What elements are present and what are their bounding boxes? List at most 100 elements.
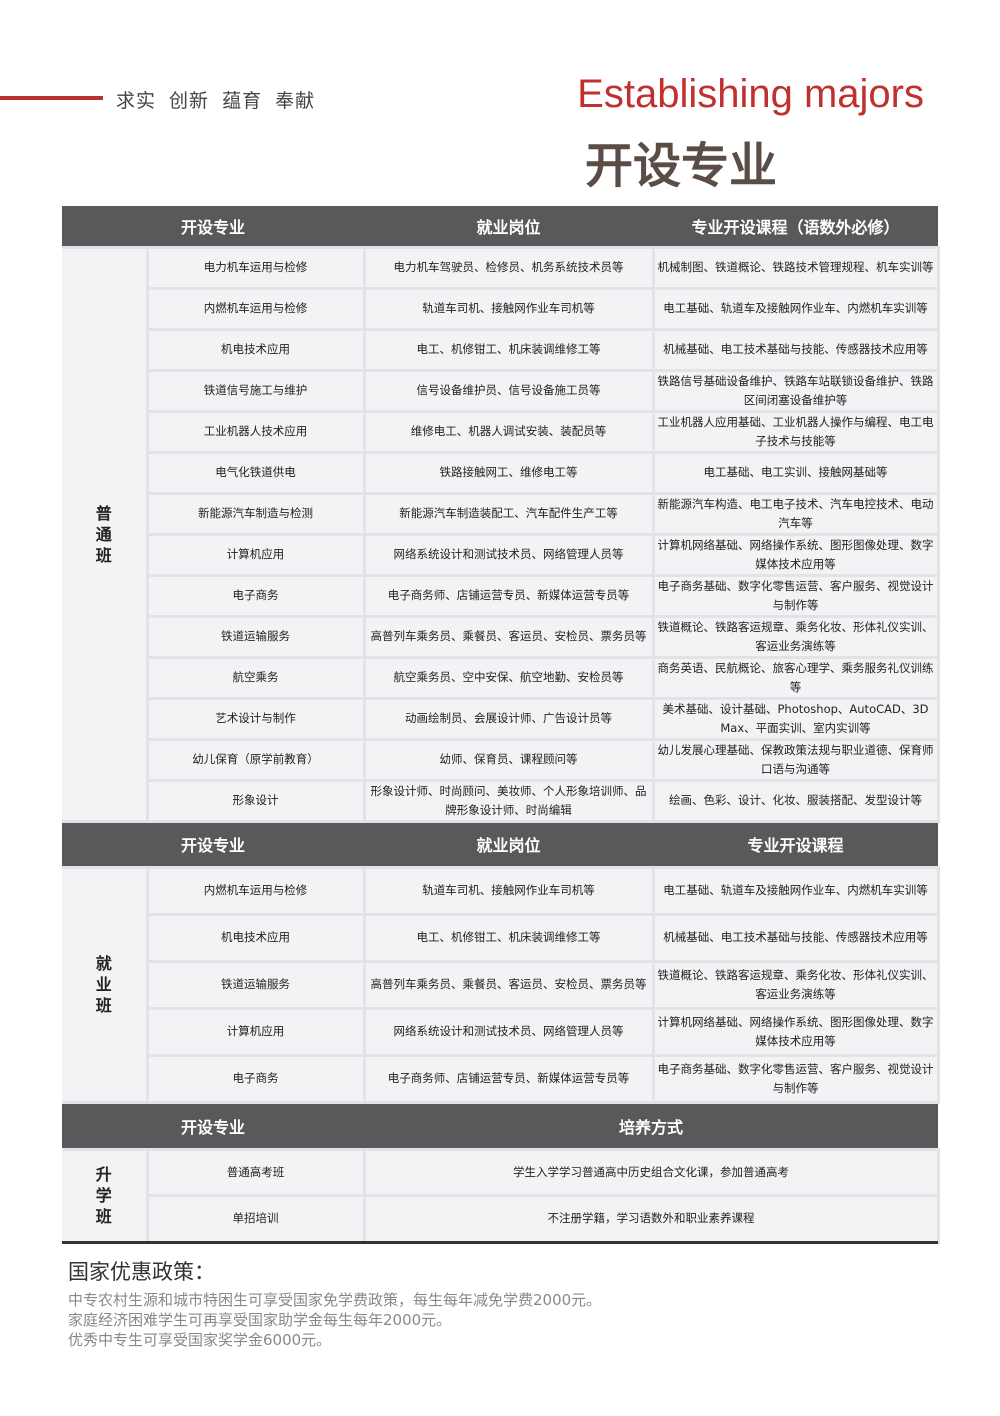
table-row: 就 业 班内燃机车运用与检修 轨道车司机、接触网作业车司机等 电工基础、轨道车及接触… [62, 865, 940, 1104]
major-cell: 内燃机车运用与检修 [145, 286, 366, 331]
major-cell: 新能源汽车制造与检测 [145, 491, 366, 536]
courses-cell: 机械制图、铁道概论、铁路技术管理规程、机车实训等 [651, 245, 940, 290]
table-row: 机电技术应用 电工、机修钳工、机床装调维修工等 机械基础、电工技术基础与技能、传感器… [62, 912, 940, 963]
jobs-cell: 铁路接触网工、维修电工等 [362, 450, 655, 495]
column-header: 培养方式 [364, 1102, 939, 1149]
section-header: 开设专业 就业岗位 专业开设课程 [62, 821, 939, 867]
jobs-cell: 电子商务师、店铺运营专员、新媒体运营专员等 [362, 1053, 655, 1104]
courses-cell: 电工基础、电工实训、接触网基础等 [651, 450, 940, 495]
table-row: 内燃机车运用与检修 轨道车司机、接触网作业车司机等 电工基础、轨道车及接触网作业车、… [62, 286, 940, 331]
major-cell: 航空乘务 [145, 655, 366, 700]
policy-title: 国家优惠政策： [68, 1260, 215, 1284]
policy-line: 中专农村生源和城市特困生可享受国家免学费政策，每生每年减免学费2000元。 [68, 1291, 602, 1309]
table-row: 电气化铁道供电 铁路接触网工、维修电工等 电工基础、电工实训、接触网基础等 [62, 450, 940, 495]
policy-line: 优秀中专生可享受国家奖学金6000元。 [68, 1331, 332, 1349]
major-cell: 机电技术应用 [145, 327, 366, 372]
table-bottom-border [62, 1241, 938, 1244]
policy-section: 国家优惠政策： 中专农村生源和城市特困生可享受国家免学费政策，每生每年减免学费2… [68, 1256, 601, 1350]
table-row: 航空乘务 航空乘务员、空中安保、航空地勤、安检员等 商务英语、民航概论、旅客心理学、… [62, 655, 940, 700]
jobs-cell: 电工、机修钳工、机床装调维修工等 [362, 912, 655, 963]
major-cell: 计算机应用 [145, 532, 366, 577]
courses-cell: 机械基础、电工技术基础与技能、传感器技术应用等 [651, 327, 940, 372]
table-row: 普 通 班电力机车运用与检修 电力机车驾驶员、检修员、机务系统技术员等 机械制图、铁… [62, 245, 940, 823]
jobs-cell: 高普列车乘务员、乘餐员、客运员、安检员、票务员等 [362, 614, 655, 659]
major-cell: 电气化铁道供电 [145, 450, 366, 495]
column-header: 开设专业 [62, 1102, 365, 1149]
accent-line [0, 96, 103, 100]
policy-line: 家庭经济困难学生可再享受国家助学金每生每年2000元。 [68, 1311, 452, 1329]
table-row: 铁道运输服务 高普列车乘务员、乘餐员、客运员、安检员、票务员等 铁道概论、铁路客运规… [62, 614, 940, 659]
courses-cell: 铁道概论、铁路客运规章、乘务化妆、形体礼仪实训、客运业务演练等 [651, 614, 940, 659]
column-header: 专业开设课程（语数外必修） [653, 206, 939, 247]
jobs-cell: 幼师、保育员、课程顾问等 [362, 737, 655, 782]
section-header: 开设专业 培养方式 [62, 1102, 939, 1149]
jobs-cell: 轨道车司机、接触网作业车司机等 [362, 286, 655, 331]
courses-cell: 电子商务基础、数字化零售运营、客户服务、视觉设计与制作等 [651, 573, 940, 618]
jobs-cell: 电工、机修钳工、机床装调维修工等 [362, 327, 655, 372]
major-cell: 艺术设计与制作 [145, 696, 366, 741]
courses-cell: 电工基础、轨道车及接触网作业车、内燃机车实训等 [651, 286, 940, 331]
table-row: 电子商务 电子商务师、店铺运营专员、新媒体运营专员等 电子商务基础、数字化零售运营、… [62, 573, 940, 618]
courses-cell: 计算机网络基础、网络操作系统、图形图像处理、数字媒体技术应用等 [651, 1006, 940, 1057]
jobs-cell: 网络系统设计和测试技术员、网络管理人员等 [362, 532, 655, 577]
courses-cell: 美术基础、设计基础、Photoshop、AutoCAD、3D Max、平面实训、… [651, 696, 940, 741]
jobs-cell: 不注册学籍，学习语数外和职业素养课程 [362, 1194, 940, 1244]
courses-cell: 铁道概论、铁路客运规章、乘务化妆、形体礼仪实训、客运业务演练等 [651, 959, 940, 1010]
major-cell: 计算机应用 [145, 1006, 366, 1057]
motto: 求实 创新 蕴育 奉献 [116, 90, 316, 112]
courses-cell: 幼儿发展心理基础、保教政策法规与职业道德、保育师口语与沟通等 [651, 737, 940, 782]
table-row: 幼儿保育（原学前教育） 幼师、保育员、课程顾问等 幼儿发展心理基础、保教政策法规与职… [62, 737, 940, 782]
major-cell: 单招培训 [145, 1194, 366, 1244]
major-cell: 铁道运输服务 [145, 614, 366, 659]
major-cell: 普通高考班 [145, 1147, 366, 1197]
table-row: 机电技术应用 电工、机修钳工、机床装调维修工等 机械基础、电工技术基础与技能、传感器… [62, 327, 940, 372]
courses-cell: 铁路信号基础设备维护、铁路车站联锁设备维护、铁路区间闭塞设备维护等 [651, 368, 940, 413]
column-header: 开设专业 [62, 821, 365, 867]
major-cell: 铁道信号施工与维护 [145, 368, 366, 413]
group-label: 就 业 班 [62, 865, 149, 1104]
major-cell: 铁道运输服务 [145, 959, 366, 1010]
jobs-cell: 动画绘制员、会展设计师、广告设计员等 [362, 696, 655, 741]
major-cell: 工业机器人技术应用 [145, 409, 366, 454]
page-title: 开设专业 [585, 138, 778, 194]
courses-cell: 电子商务基础、数字化零售运营、客户服务、视觉设计与制作等 [651, 1053, 940, 1104]
courses-cell: 商务英语、民航概论、旅客心理学、乘务服务礼仪训练等 [651, 655, 940, 700]
jobs-cell: 形象设计师、时尚顾问、美妆师、个人形象培训师、品牌形象设计师、时尚编辑 [362, 778, 655, 823]
major-cell: 电力机车运用与检修 [145, 245, 366, 290]
table-row: 铁道运输服务 高普列车乘务员、乘餐员、客运员、安检员、票务员等 铁道概论、铁路客运规… [62, 959, 940, 1010]
jobs-cell: 学生入学学习普通高中历史组合文化课，参加普通高考 [362, 1147, 940, 1197]
table-row: 工业机器人技术应用 维修电工、机器人调试安装、装配员等 工业机器人应用基础、工业机器… [62, 409, 940, 454]
courses-cell: 计算机网络基础、网络操作系统、图形图像处理、数字媒体技术应用等 [651, 532, 940, 577]
major-cell: 幼儿保育（原学前教育） [145, 737, 366, 782]
table-row: 铁道信号施工与维护 信号设备维护员、信号设备施工员等 铁路信号基础设备维护、铁路车站… [62, 368, 940, 413]
title-en: Establishing majors [577, 72, 924, 116]
table-row: 艺术设计与制作 动画绘制员、会展设计师、广告设计员等 美术基础、设计基础、Photo… [62, 696, 940, 741]
major-cell: 电子商务 [145, 1053, 366, 1104]
courses-cell: 新能源汽车构造、电工电子技术、汽车电控技术、电动汽车等 [651, 491, 940, 536]
major-cell: 形象设计 [145, 778, 366, 823]
jobs-cell: 电力机车驾驶员、检修员、机务系统技术员等 [362, 245, 655, 290]
jobs-cell: 轨道车司机、接触网作业车司机等 [362, 865, 655, 916]
jobs-cell: 航空乘务员、空中安保、航空地勤、安检员等 [362, 655, 655, 700]
group-label: 升 学 班 [62, 1147, 149, 1244]
jobs-cell: 网络系统设计和测试技术员、网络管理人员等 [362, 1006, 655, 1057]
majors-table: 开设专业 就业岗位 专业开设课程（语数外必修）普 通 班电力机车运用与检修 电力机车驾… [62, 206, 940, 1244]
table-row: 升 学 班普通高考班 学生入学学习普通高中历史组合文化课，参加普通高考 [62, 1147, 940, 1244]
courses-cell: 工业机器人应用基础、工业机器人操作与编程、电工电子技术与技能等 [651, 409, 940, 454]
courses-cell: 电工基础、轨道车及接触网作业车、内燃机车实训等 [651, 865, 940, 916]
jobs-cell: 电子商务师、店铺运营专员、新媒体运营专员等 [362, 573, 655, 618]
jobs-cell: 维修电工、机器人调试安装、装配员等 [362, 409, 655, 454]
major-cell: 电子商务 [145, 573, 366, 618]
jobs-cell: 新能源汽车制造装配工、汽车配件生产工等 [362, 491, 655, 536]
table-row: 形象设计 形象设计师、时尚顾问、美妆师、个人形象培训师、品牌形象设计师、时尚编辑绘… [62, 778, 940, 823]
major-cell: 机电技术应用 [145, 912, 366, 963]
column-header: 开设专业 [62, 206, 365, 247]
column-header: 就业岗位 [364, 206, 654, 247]
table-row: 计算机应用 网络系统设计和测试技术员、网络管理人员等 计算机网络基础、网络操作系统、… [62, 1006, 940, 1057]
table-row: 单招培训 不注册学籍，学习语数外和职业素养课程 [62, 1194, 940, 1244]
table-row: 新能源汽车制造与检测 新能源汽车制造装配工、汽车配件生产工等 新能源汽车构造、电工电… [62, 491, 940, 536]
jobs-cell: 高普列车乘务员、乘餐员、客运员、安检员、票务员等 [362, 959, 655, 1010]
column-header: 就业岗位 [364, 821, 654, 867]
group-label: 普 通 班 [62, 245, 149, 823]
courses-cell: 机械基础、电工技术基础与技能、传感器技术应用等 [651, 912, 940, 963]
